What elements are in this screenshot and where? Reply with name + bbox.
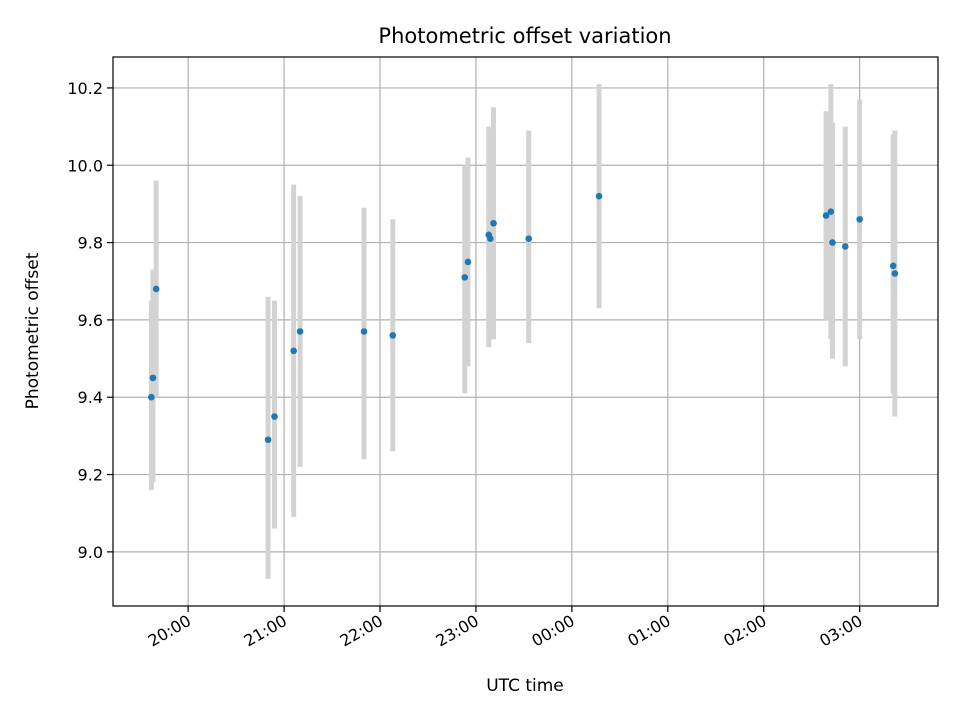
x-tick-label: 23:00: [433, 611, 482, 651]
y-tick-label: 10.0: [67, 156, 103, 175]
data-point: [290, 347, 297, 355]
data-points: [148, 192, 899, 444]
y-tick-label: 10.2: [67, 79, 103, 98]
error-bars: [148, 84, 898, 579]
data-point: [487, 235, 494, 243]
x-tick-label: 03:00: [816, 611, 865, 651]
data-point: [490, 219, 497, 227]
data-point: [829, 239, 836, 246]
y-tick-label: 9.0: [78, 543, 103, 562]
y-tick-label: 9.6: [78, 311, 103, 330]
x-tick-label: 20:00: [145, 611, 194, 651]
data-point: [827, 208, 835, 215]
data-point: [891, 270, 899, 277]
x-tick-label: 01:00: [624, 611, 673, 651]
data-point: [149, 374, 157, 382]
x-tick-label: 02:00: [720, 611, 769, 651]
y-tick-label: 9.8: [78, 234, 103, 253]
x-axis-ticks: 20:00 21:00 22:00 23:00 00:00 01:00 02:00 03:00: [145, 606, 866, 651]
data-point: [264, 436, 272, 444]
grid: [113, 57, 938, 606]
data-point: [360, 328, 368, 335]
data-point: [389, 332, 397, 339]
data-point: [856, 216, 863, 223]
data-point: [148, 393, 155, 401]
y-tick-label: 9.2: [78, 466, 103, 485]
data-point: [296, 328, 304, 335]
data-point: [271, 413, 278, 420]
chart-title: Photometric offset variation: [378, 24, 671, 48]
y-axis-label: Photometric offset: [23, 252, 43, 409]
y-tick-label: 9.4: [78, 388, 103, 407]
x-tick-label: 22:00: [337, 611, 386, 651]
data-point: [822, 212, 830, 219]
x-tick-label: 21:00: [241, 611, 290, 651]
x-axis-label: UTC time: [486, 676, 564, 696]
data-point: [889, 262, 897, 270]
data-point: [841, 243, 849, 250]
plot-frame: [112, 56, 939, 607]
data-point: [464, 258, 472, 266]
data-point: [525, 235, 532, 243]
data-point: [595, 192, 603, 200]
data-point: [461, 274, 469, 281]
data-point: [152, 285, 160, 293]
x-tick-label: 00:00: [528, 611, 577, 651]
y-axis-ticks: 9.0 9.2 9.4 9.6 9.8 10.0 10.2: [67, 79, 113, 562]
